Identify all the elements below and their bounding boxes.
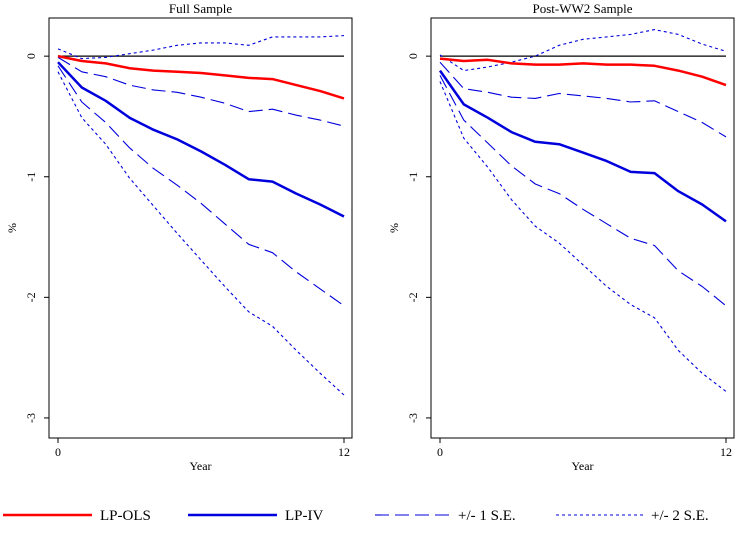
x-tick-label: 12 [720,445,732,459]
legend-label-ols: LP-OLS [100,508,151,524]
series-line-se2 [57,71,345,396]
plot-frame [430,17,735,439]
x-tick-label: 0 [437,445,443,459]
y-axis-label: % [387,223,401,233]
series-line-iv [438,69,727,223]
x-tick-label: 0 [55,445,61,459]
x-axis-label: Year [571,459,593,473]
chart-title: Post-WW2 Sample [532,1,632,16]
y-tick-label: -2 [406,292,420,302]
x-axis-label: Year [189,459,211,473]
y-tick-label: 0 [406,53,420,59]
y-axis-label: % [5,223,19,233]
y-tick-label: -1 [406,172,420,182]
y-tick-label: -3 [24,413,38,423]
series-line-se1 [439,61,727,138]
series-line-se2 [57,35,345,60]
legend: LP-OLS LP-IV +/- 1 S.E. +/- 2 S.E. [3,508,709,524]
plot-frame [48,17,353,439]
y-tick-label: 0 [24,53,38,59]
series-line-se1 [57,56,345,127]
chart-title: Full Sample [169,1,232,16]
panel-1: Full Sample 0 -1 -2 -3% 0 12 Year [5,1,353,473]
series-line-iv [57,61,345,218]
series-line-ols [57,54,345,100]
y-tick-label: -3 [406,413,420,423]
series-line-se1 [57,65,345,307]
legend-label-se1: +/- 1 S.E. [458,508,516,524]
x-tick-label: 12 [338,445,350,459]
y-tick-label: -1 [24,172,38,182]
series-line-se1 [439,75,727,307]
series-line-se2 [439,81,727,392]
legend-label-se2: +/- 2 S.E. [651,508,709,524]
y-tick-label: -2 [24,292,38,302]
series-line-ols [439,57,727,87]
legend-label-iv: LP-IV [285,508,323,524]
panel-2: Post-WW2 Sample 0 -1 -2 -3% 0 12 Year [387,1,735,473]
series-line-se2 [439,29,727,72]
